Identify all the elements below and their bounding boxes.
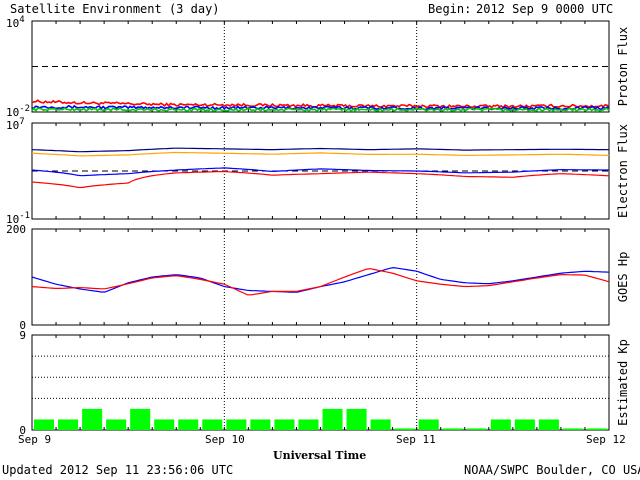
series-line [31, 268, 610, 296]
y-axis-label: Proton Flux [616, 27, 630, 106]
kp-bar [130, 408, 151, 430]
series-line [31, 147, 610, 153]
begin-label: Begin: [428, 2, 471, 16]
y-tick-label: 200 [6, 223, 26, 236]
kp-bar [586, 428, 607, 430]
kp-bar [298, 419, 319, 430]
panel-frame [31, 334, 610, 431]
panel-goes_hp: GOES Hp 0 200 [6, 223, 630, 332]
y-axis-label: Electron Flux [616, 124, 630, 218]
updated-text: Updated 2012 Sep 11 23:56:06 UTC [2, 463, 233, 477]
kp-bar [418, 419, 439, 430]
kp-bar [34, 419, 55, 430]
series-line [31, 170, 610, 189]
series-line [31, 167, 609, 177]
kp-bar [442, 428, 463, 430]
begin-value: 2012 Sep 9 0000 UTC [476, 2, 613, 16]
chart-title: Satellite Environment (3 day) [10, 2, 220, 16]
panel-proton: Proton Flux 104 10-2 [6, 15, 630, 119]
x-tick-sep10: Sep 10 [205, 433, 245, 446]
y-axis-label: GOES Hp [616, 252, 630, 303]
kp-bar [514, 419, 535, 430]
kp-bar [202, 419, 223, 430]
kp-bar [562, 428, 583, 430]
kp-bar [346, 408, 367, 430]
series-line [31, 99, 610, 109]
kp-bar [490, 419, 511, 430]
series-line [31, 106, 610, 113]
y-tick-label: 0 [19, 319, 26, 332]
kp-bar [274, 419, 295, 430]
y-tick-label: 107 [6, 117, 25, 132]
panel-kp: Estimated Kp 0 9 [19, 329, 630, 437]
y-tick-label: 10-2 [6, 104, 30, 119]
kp-bar [250, 419, 271, 430]
kp-bar [58, 419, 79, 430]
x-axis-label: Universal Time [273, 449, 366, 462]
kp-bar [322, 408, 343, 430]
panel-frame [31, 228, 610, 326]
kp-bar [178, 419, 199, 430]
kp-bar [82, 408, 103, 430]
y-axis-label: Estimated Kp [616, 339, 630, 426]
x-tick-sep12: Sep 12 [586, 433, 626, 446]
kp-bar [106, 419, 127, 430]
x-tick-sep9: Sep 9 [18, 433, 51, 446]
kp-bar [226, 419, 247, 430]
credit-text: NOAA/SWPC Boulder, CO USA [464, 463, 640, 477]
kp-bar [538, 419, 559, 430]
kp-bar [370, 419, 391, 430]
y-tick-label: 104 [6, 15, 25, 30]
kp-bar [394, 428, 415, 430]
kp-bar [154, 419, 175, 430]
x-tick-sep11: Sep 11 [396, 433, 436, 446]
series-line [31, 104, 610, 111]
series-line [31, 151, 610, 157]
kp-bar [466, 428, 487, 430]
y-tick-label: 9 [19, 329, 26, 342]
y-tick-label: 0 [19, 424, 26, 437]
